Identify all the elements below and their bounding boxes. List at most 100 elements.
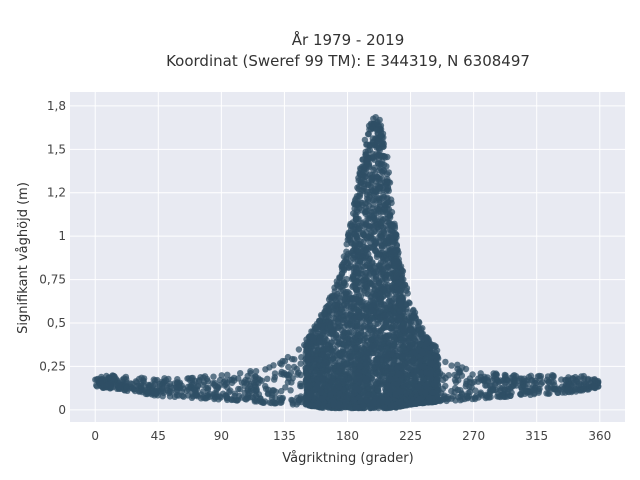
data-point bbox=[398, 336, 406, 343]
data-point bbox=[297, 371, 304, 379]
data-point bbox=[303, 370, 310, 378]
data-point bbox=[451, 376, 459, 384]
data-point bbox=[307, 332, 314, 339]
data-point bbox=[416, 340, 424, 348]
data-point bbox=[262, 366, 269, 373]
data-point bbox=[192, 390, 199, 398]
data-point bbox=[380, 227, 387, 235]
data-point bbox=[433, 378, 440, 385]
data-point bbox=[183, 387, 191, 394]
data-point bbox=[319, 380, 326, 387]
data-point bbox=[154, 376, 161, 384]
data-point bbox=[335, 368, 342, 375]
data-point bbox=[382, 200, 390, 208]
data-point bbox=[285, 363, 292, 371]
data-point bbox=[353, 344, 361, 351]
data-point bbox=[528, 377, 535, 384]
data-point bbox=[158, 385, 166, 392]
data-point bbox=[361, 367, 368, 375]
data-point bbox=[329, 348, 336, 355]
y-tick-label: 1,2 bbox=[47, 186, 66, 200]
data-point bbox=[584, 375, 592, 383]
data-point bbox=[374, 336, 381, 344]
data-point bbox=[325, 313, 333, 320]
data-point bbox=[348, 323, 355, 330]
data-point bbox=[384, 281, 392, 289]
data-point bbox=[297, 360, 304, 367]
data-point bbox=[375, 208, 383, 215]
data-point bbox=[395, 399, 402, 406]
data-point bbox=[444, 393, 451, 401]
data-point bbox=[334, 352, 341, 359]
data-point bbox=[521, 388, 528, 395]
data-point bbox=[504, 388, 511, 395]
data-point bbox=[331, 362, 338, 369]
data-point bbox=[386, 302, 393, 309]
data-point bbox=[454, 365, 461, 373]
data-point bbox=[322, 345, 330, 352]
data-point bbox=[432, 363, 439, 371]
data-point bbox=[392, 322, 399, 329]
data-point bbox=[439, 396, 446, 403]
data-point bbox=[527, 372, 535, 379]
data-point bbox=[334, 378, 342, 385]
data-point bbox=[340, 278, 348, 286]
data-point bbox=[324, 383, 331, 390]
data-point bbox=[363, 141, 370, 148]
data-point bbox=[316, 362, 324, 369]
data-point bbox=[495, 378, 502, 385]
data-point bbox=[367, 120, 375, 128]
data-point bbox=[196, 376, 203, 384]
data-point bbox=[328, 329, 335, 336]
data-point bbox=[347, 374, 354, 381]
data-point bbox=[252, 391, 259, 398]
data-point bbox=[448, 387, 455, 395]
y-tick-label: 1,5 bbox=[47, 142, 66, 156]
data-point bbox=[417, 329, 425, 337]
data-point bbox=[478, 392, 485, 399]
data-point bbox=[199, 388, 207, 395]
data-point bbox=[215, 396, 222, 403]
data-point bbox=[223, 392, 230, 399]
data-point bbox=[366, 223, 374, 230]
data-point bbox=[426, 397, 433, 405]
data-point bbox=[370, 299, 377, 306]
data-point bbox=[376, 307, 383, 315]
data-point bbox=[329, 378, 336, 385]
data-point bbox=[352, 232, 360, 240]
data-point bbox=[216, 376, 224, 384]
data-point bbox=[346, 404, 353, 411]
data-point bbox=[352, 213, 359, 220]
data-point bbox=[370, 391, 377, 399]
data-point bbox=[146, 386, 153, 394]
data-point bbox=[235, 385, 242, 393]
data-point bbox=[364, 215, 371, 222]
data-point bbox=[342, 288, 350, 296]
data-point bbox=[352, 375, 359, 382]
data-point bbox=[377, 356, 385, 363]
data-point bbox=[357, 313, 364, 321]
data-point bbox=[344, 250, 352, 258]
data-point bbox=[386, 212, 394, 219]
data-point bbox=[405, 400, 413, 407]
data-point bbox=[293, 365, 300, 373]
data-point bbox=[334, 341, 341, 349]
data-point bbox=[382, 351, 390, 358]
data-point bbox=[333, 301, 340, 309]
data-point bbox=[380, 286, 387, 293]
data-point bbox=[190, 381, 198, 388]
data-point bbox=[414, 383, 422, 390]
y-tick-label: 0,25 bbox=[39, 359, 66, 373]
data-point bbox=[271, 376, 278, 383]
data-point bbox=[340, 341, 348, 348]
y-tick-label: 1 bbox=[58, 229, 66, 243]
data-point bbox=[365, 391, 372, 399]
data-point bbox=[103, 372, 110, 380]
data-point bbox=[382, 306, 389, 313]
data-point bbox=[204, 394, 211, 401]
data-point bbox=[362, 377, 370, 384]
data-point bbox=[406, 334, 413, 341]
data-point bbox=[303, 395, 310, 402]
data-point bbox=[353, 288, 360, 296]
